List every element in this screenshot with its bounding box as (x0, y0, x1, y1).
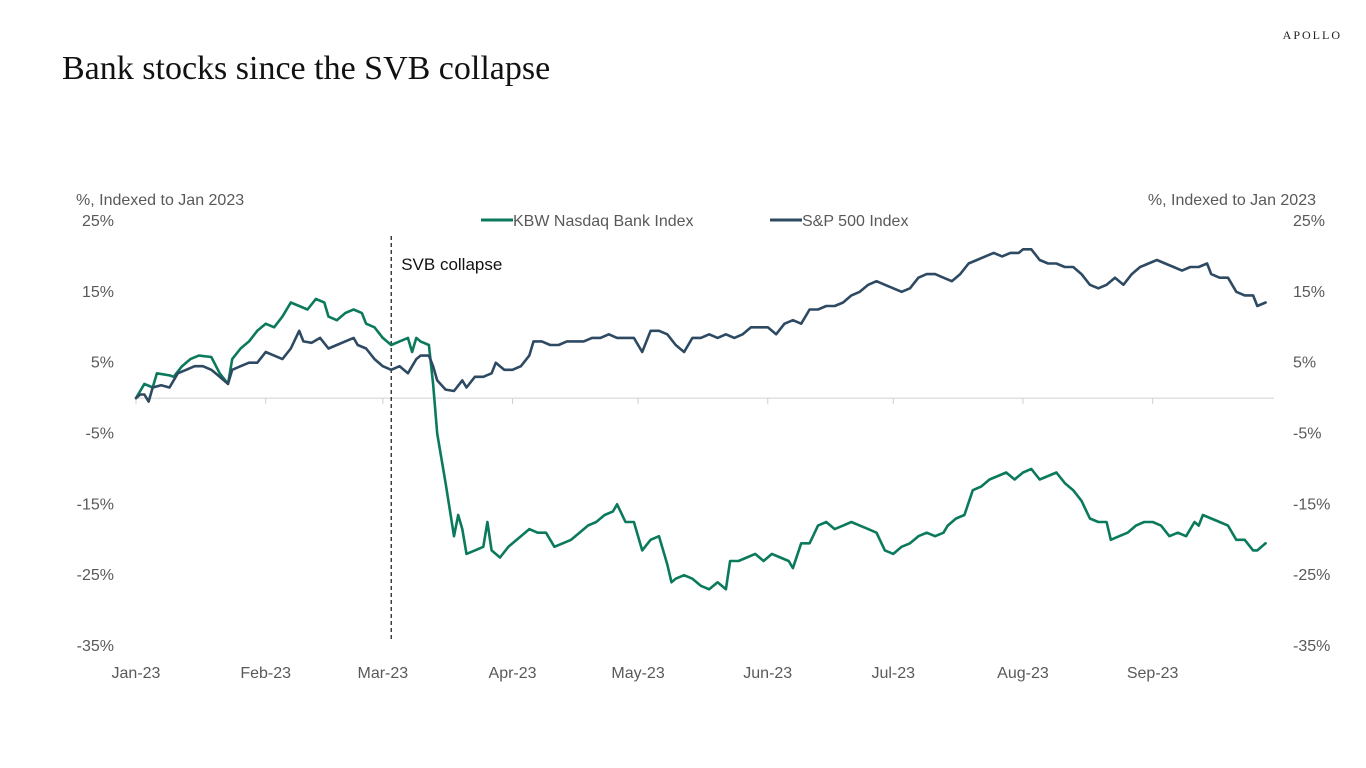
y-tick-label-right: 25% (1293, 213, 1325, 230)
series-lines (134, 248, 1267, 591)
y-tick-label-right: 15% (1293, 284, 1325, 301)
brand-logo-text: APOLLO (1282, 28, 1342, 42)
sp500-index-line (134, 248, 1267, 403)
svb-collapse-label: SVB collapse (401, 255, 502, 274)
kbw-bank-index-line (134, 297, 1267, 591)
svb-collapse-annotation: SVB collapse (390, 236, 502, 640)
x-tick-label: May-23 (611, 665, 664, 682)
y-tick-label-right: -15% (1293, 496, 1330, 513)
y-tick-label-left: -15% (77, 496, 114, 513)
x-tick-label: Apr-23 (489, 665, 537, 682)
y-tick-label-right: -25% (1293, 567, 1330, 584)
legend-label: S&P 500 Index (802, 213, 908, 230)
x-tick-label: Jun-23 (743, 665, 792, 682)
x-tick-label: Jan-23 (112, 665, 161, 682)
y-tick-label-left: 25% (82, 213, 114, 230)
x-tick-label: Mar-23 (358, 665, 409, 682)
x-tick-label: Jul-23 (871, 665, 915, 682)
y-tick-label-left: -25% (77, 567, 114, 584)
y-tick-label-right: -35% (1293, 638, 1330, 655)
legend-label: KBW Nasdaq Bank Index (513, 213, 694, 230)
y-tick-label-left: 15% (82, 284, 114, 301)
y-axis-right: 25% 15% 5% -5% -15% -25% -35% (1293, 213, 1330, 655)
legend: KBW Nasdaq Bank Index S&P 500 Index (481, 213, 908, 230)
y-axis-title-right: %, Indexed to Jan 2023 (1148, 192, 1316, 209)
x-tick-label: Aug-23 (997, 665, 1049, 682)
y-tick-label-left: -35% (77, 638, 114, 655)
y-tick-label-right: 5% (1293, 355, 1316, 372)
y-axis-title-left: %, Indexed to Jan 2023 (76, 192, 244, 209)
x-axis: Jan-23 Feb-23 Mar-23 Apr-23 May-23 Jun-23 Jul-… (112, 397, 1274, 682)
x-tick-label: Sep-23 (1127, 665, 1179, 682)
y-tick-label-left: -5% (86, 426, 114, 443)
x-tick-label: Feb-23 (240, 665, 291, 682)
y-tick-label-left: 5% (91, 355, 114, 372)
y-tick-label-right: -5% (1293, 426, 1321, 443)
page-title: Bank stocks since the SVB collapse (62, 50, 551, 87)
y-axis-left: 25% 15% 5% -5% -15% -25% -35% (77, 213, 114, 655)
